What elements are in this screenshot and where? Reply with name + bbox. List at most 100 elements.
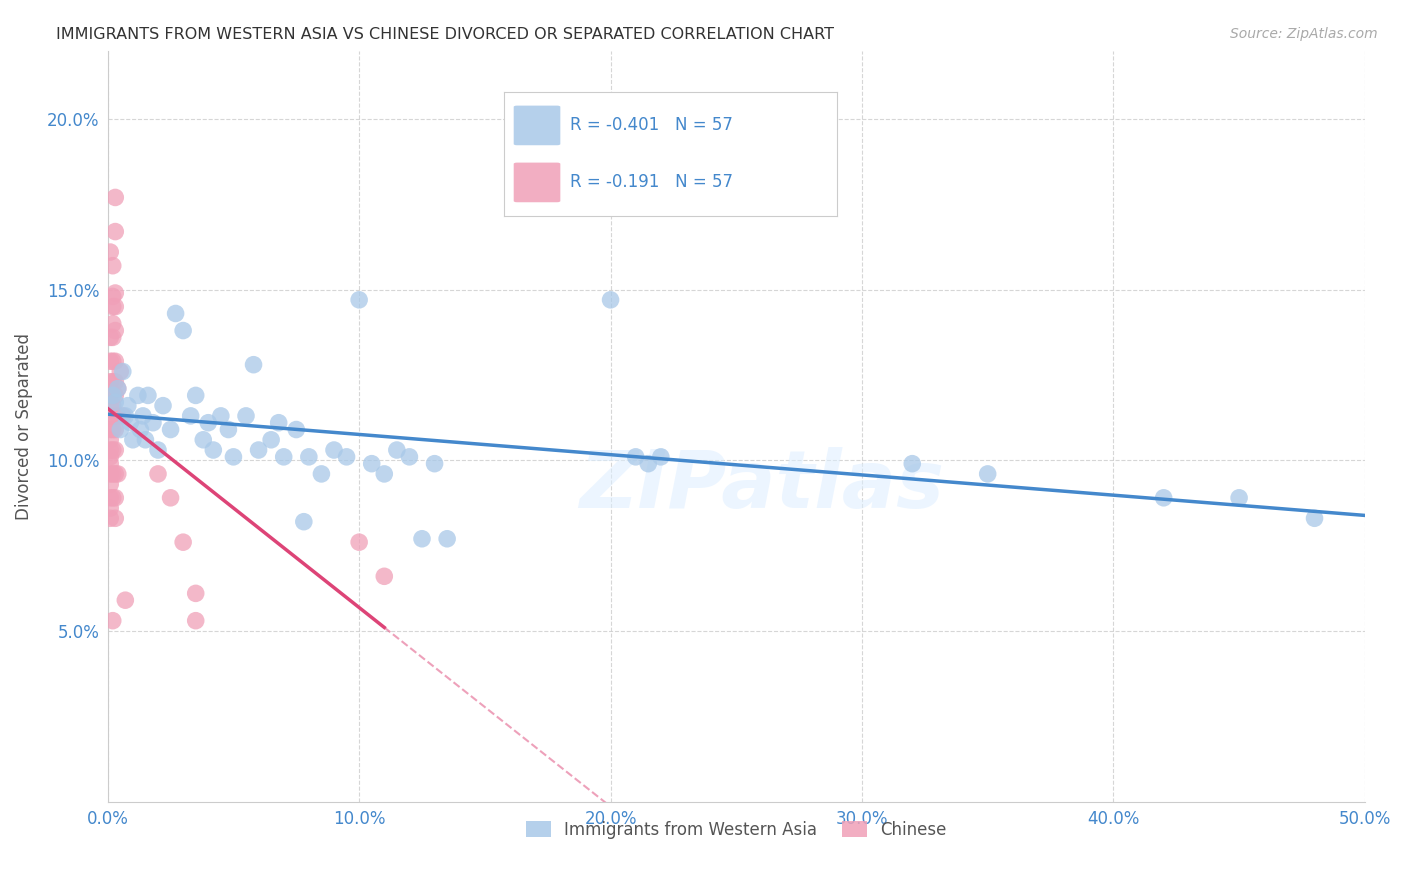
Point — [184, 614, 207, 628]
Point — [98, 511, 121, 525]
Point — [107, 382, 129, 396]
Point — [247, 443, 270, 458]
Point — [335, 450, 357, 464]
Point — [347, 293, 370, 307]
Point — [98, 409, 121, 423]
Legend: Immigrants from Western Asia, Chinese: Immigrants from Western Asia, Chinese — [519, 814, 953, 846]
Point — [152, 399, 174, 413]
Point — [104, 409, 127, 423]
Point — [104, 511, 127, 525]
Point — [298, 450, 321, 464]
Point — [101, 423, 124, 437]
Point — [101, 300, 124, 314]
Point — [98, 443, 121, 458]
Point — [101, 614, 124, 628]
Point — [193, 433, 215, 447]
Point — [197, 416, 219, 430]
Text: ZIPatlas: ZIPatlas — [579, 447, 943, 525]
Point — [121, 433, 143, 447]
Point — [104, 354, 127, 368]
Point — [104, 491, 127, 505]
Point — [172, 535, 194, 549]
Point — [107, 409, 129, 423]
Point — [373, 467, 395, 481]
Point — [142, 416, 165, 430]
Point — [292, 515, 315, 529]
Point — [242, 358, 264, 372]
Point — [104, 300, 127, 314]
Point — [101, 289, 124, 303]
Point — [184, 388, 207, 402]
Point — [98, 457, 121, 471]
Point — [98, 423, 121, 437]
Point — [98, 330, 121, 344]
Point — [599, 293, 621, 307]
Point — [104, 443, 127, 458]
Point — [624, 450, 647, 464]
Point — [146, 443, 169, 458]
Point — [101, 399, 124, 413]
Point — [111, 364, 134, 378]
Point — [107, 467, 129, 481]
Point — [172, 324, 194, 338]
Point — [1227, 491, 1250, 505]
Point — [98, 450, 121, 464]
Point — [398, 450, 420, 464]
Point — [146, 467, 169, 481]
Text: IMMIGRANTS FROM WESTERN ASIA VS CHINESE DIVORCED OR SEPARATED CORRELATION CHART: IMMIGRANTS FROM WESTERN ASIA VS CHINESE … — [56, 27, 834, 42]
Point — [104, 190, 127, 204]
Point — [347, 535, 370, 549]
Point — [976, 467, 998, 481]
Point — [360, 457, 382, 471]
Point — [411, 532, 433, 546]
Point — [901, 457, 924, 471]
Point — [101, 317, 124, 331]
Point — [273, 450, 295, 464]
Point — [101, 330, 124, 344]
Point — [127, 388, 149, 402]
Point — [114, 593, 136, 607]
Point — [637, 457, 659, 471]
Point — [323, 443, 346, 458]
Point — [650, 450, 672, 464]
Point — [98, 375, 121, 389]
Point — [101, 354, 124, 368]
Text: Source: ZipAtlas.com: Source: ZipAtlas.com — [1230, 27, 1378, 41]
Point — [222, 450, 245, 464]
Y-axis label: Divorced or Separated: Divorced or Separated — [15, 333, 32, 520]
Point — [202, 443, 225, 458]
Point — [132, 409, 155, 423]
Point — [104, 423, 127, 437]
Point — [311, 467, 333, 481]
Point — [98, 399, 121, 413]
Point — [117, 399, 139, 413]
Point — [107, 382, 129, 396]
Point — [98, 354, 121, 368]
Point — [385, 443, 408, 458]
Point — [98, 245, 121, 260]
Point — [134, 433, 156, 447]
Point — [235, 409, 257, 423]
Point — [104, 375, 127, 389]
Point — [285, 423, 308, 437]
Point — [260, 433, 283, 447]
Point — [104, 388, 127, 402]
Point — [98, 477, 121, 491]
Point — [101, 375, 124, 389]
Point — [423, 457, 446, 471]
Point — [101, 491, 124, 505]
Point — [98, 491, 121, 505]
Point — [373, 569, 395, 583]
Point — [209, 409, 232, 423]
Point — [101, 259, 124, 273]
Point — [104, 395, 127, 409]
Point — [98, 433, 121, 447]
Point — [110, 364, 132, 378]
Point — [120, 416, 142, 430]
Point — [184, 586, 207, 600]
Point — [101, 388, 124, 402]
Point — [104, 467, 127, 481]
Point — [98, 501, 121, 516]
Point — [436, 532, 458, 546]
Point — [136, 388, 159, 402]
